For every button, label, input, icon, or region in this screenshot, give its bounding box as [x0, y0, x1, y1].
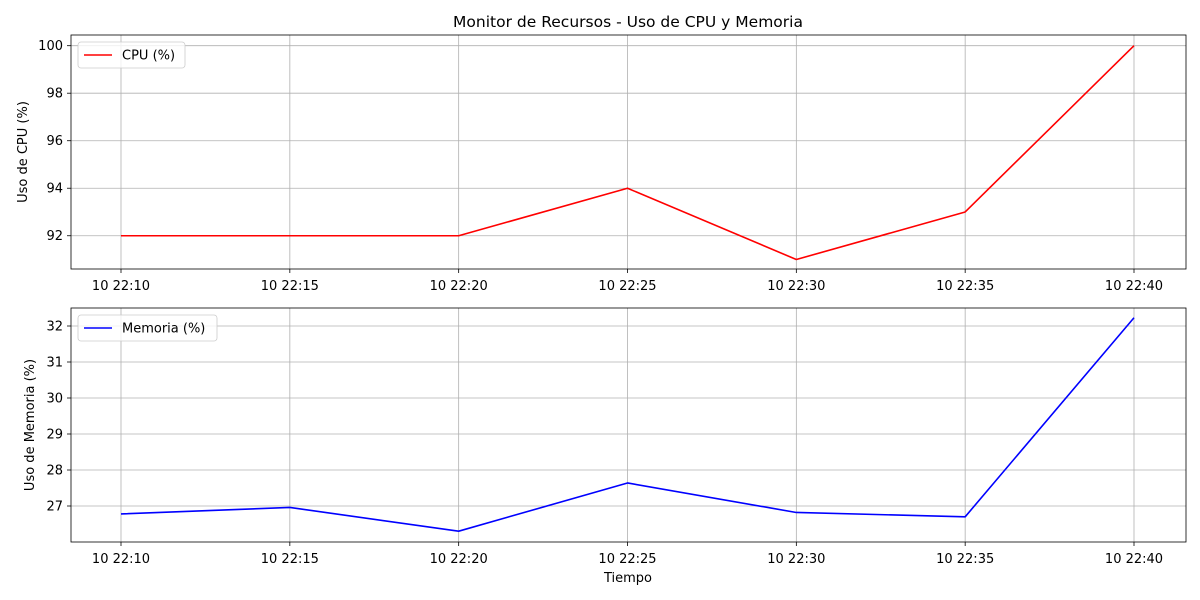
legend-box	[77, 314, 218, 342]
x-tick-label: 10 22:10	[92, 279, 150, 294]
x-tick-label: 10 22:35	[936, 279, 994, 294]
x-tick-label: 10 22:30	[767, 279, 825, 294]
x-tick-label: 10 22:40	[1105, 552, 1163, 567]
legend-label: Memoria (%)	[122, 322, 205, 337]
x-tick-label: 10 22:20	[430, 279, 488, 294]
y-tick-label: 100	[38, 39, 63, 54]
y-tick-label: 30	[46, 392, 63, 407]
x-tick-label: 10 22:25	[598, 279, 656, 294]
axes-frame	[70, 34, 1187, 270]
panel-0: 10 22:10 10 22:15 10 22:20 10 22:25 10 22:30…	[16, 34, 1187, 294]
y-tick-label: 96	[46, 134, 63, 149]
y-tick-label: 94	[46, 182, 63, 197]
x-tick-label: 10 22:20	[430, 552, 488, 567]
y-tick-label: 31	[46, 356, 63, 371]
x-tick-label: 10 22:40	[1105, 279, 1163, 294]
y-tick-label: 32	[46, 320, 63, 335]
x-tick-label: 10 22:30	[767, 552, 825, 567]
x-tick-label: 10 22:35	[936, 552, 994, 567]
y-tick-label: 92	[46, 229, 63, 244]
axes-frame	[70, 307, 1187, 543]
y-axis-label: Uso de Memoria (%)	[23, 359, 38, 491]
panel-1: 10 22:10 10 22:15 10 22:20 10 22:25 10 22:30…	[23, 307, 1187, 567]
y-tick-label: 28	[46, 464, 63, 479]
chart-title: Monitor de Recursos - Uso de CPU y Memor…	[453, 13, 803, 31]
y-tick-label: 29	[46, 428, 63, 443]
y-tick-label: 27	[46, 500, 63, 515]
x-axis-label: Tiempo	[603, 571, 652, 586]
y-tick-label: 98	[46, 87, 63, 102]
y-axis-label: Uso de CPU (%)	[16, 101, 31, 203]
legend-box	[77, 41, 186, 69]
x-tick-label: 10 22:10	[92, 552, 150, 567]
x-tick-label: 10 22:15	[261, 552, 319, 567]
legend: CPU (%)	[77, 41, 186, 69]
legend: Memoria (%)	[77, 314, 218, 342]
legend-label: CPU (%)	[122, 49, 175, 64]
x-tick-label: 10 22:15	[261, 279, 319, 294]
x-tick-label: 10 22:25	[598, 552, 656, 567]
